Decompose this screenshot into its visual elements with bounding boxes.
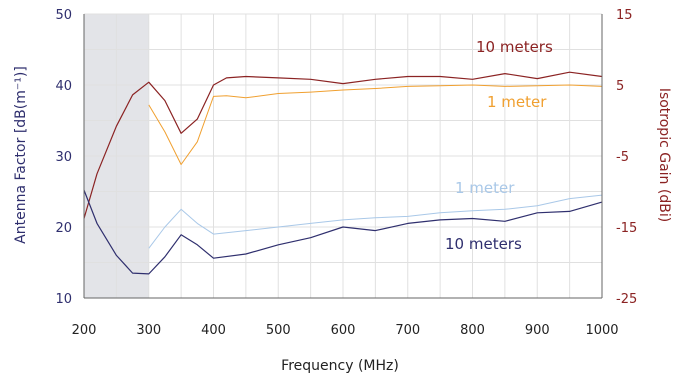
x-axis-title: Frequency (MHz): [281, 358, 399, 374]
x-tick-label: 500: [266, 323, 291, 338]
y-left-tick-label: 50: [55, 8, 72, 23]
x-tick-label: 200: [72, 323, 97, 338]
label-layer: Antenna Factor [dB(m⁻¹)] Isotropic Gain …: [13, 38, 672, 374]
series-label-af-1m: 1 meter: [455, 179, 515, 197]
x-tick-label: 600: [331, 323, 356, 338]
axis-layer: 10 20 30 40 50 -25 -15 -5 5 15 200 300 400 500 600 700 8…: [55, 8, 637, 338]
series-line-af-10m: [83, 189, 603, 275]
grid-layer: [83, 13, 603, 299]
y-left-tick-label: 20: [55, 221, 72, 236]
y-left-tick-label: 10: [55, 292, 72, 307]
series-line-af-1m: [148, 194, 603, 249]
y-axis-left-title: Antenna Factor [dB(m⁻¹)]: [13, 66, 29, 244]
x-tick-label: 400: [201, 323, 226, 338]
series-line-gain-1m: [148, 84, 603, 165]
series-label-gain-1m: 1 meter: [487, 93, 547, 111]
y-right-tick-label: 15: [616, 8, 633, 23]
x-tick-label: 900: [525, 323, 550, 338]
y-right-tick-label: -25: [616, 292, 637, 307]
y-left-tick-label: 40: [55, 79, 72, 94]
y-axis-right-title: Isotropic Gain (dBi): [656, 88, 672, 222]
x-tick-label: 300: [136, 323, 161, 338]
series-line-gain-10m: [83, 71, 603, 219]
y-right-tick-label: -15: [616, 221, 637, 236]
y-right-tick-label: -5: [616, 150, 629, 165]
y-left-tick-label: 30: [55, 150, 72, 165]
x-tick-label: 700: [395, 323, 420, 338]
series-label-gain-10m: 10 meters: [476, 38, 553, 56]
series-label-af-10m: 10 meters: [445, 235, 522, 253]
x-tick-label: 800: [460, 323, 485, 338]
y-right-tick-label: 5: [616, 79, 624, 94]
series-layer: [83, 71, 603, 275]
x-tick-label: 1000: [585, 323, 618, 338]
